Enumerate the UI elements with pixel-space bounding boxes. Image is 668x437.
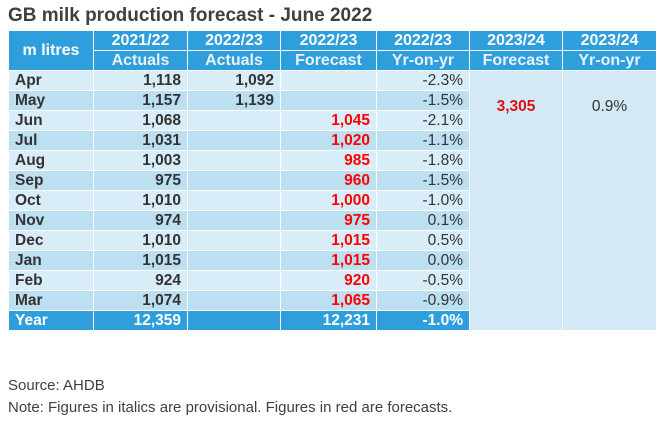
month-cell: Jan <box>8 250 94 271</box>
yoy-2022-23-cell: -0.5% <box>376 270 470 291</box>
corner-label: m litres <box>8 30 94 71</box>
actuals-2022-23-cell <box>187 290 281 311</box>
actuals-2021-22-cell: 924 <box>93 270 188 291</box>
yoy-2022-23-cell: 0.5% <box>376 230 470 251</box>
actuals-2022-23-cell: 1,092 <box>187 70 281 91</box>
actuals-2021-22-cell: 975 <box>93 170 188 191</box>
forecast-2022-23-cell: 960 <box>280 170 377 191</box>
header-type: Actuals <box>187 50 281 71</box>
table-row: Sep 975 960 -1.5% <box>8 170 657 191</box>
forecast-2023-24-cell: 3,305 <box>469 70 563 331</box>
actuals-2022-23-cell <box>187 170 281 191</box>
actuals-2021-22-cell: 1,068 <box>93 110 188 131</box>
table-row: Jan 1,015 1,015 0.0% <box>8 250 657 271</box>
forecast-2022-23-cell <box>280 90 377 111</box>
table-row: Jul 1,031 1,020 -1.1% <box>8 130 657 151</box>
header-year: 2023/24 <box>562 30 657 51</box>
month-cell: Oct <box>8 190 94 211</box>
month-cell: Aug <box>8 150 94 171</box>
actuals-2022-23-cell <box>187 130 281 151</box>
milk-forecast-table: m litres 2021/22 2022/23 2022/23 2022/23… <box>8 30 657 331</box>
forecast-2022-23-cell: 985 <box>280 150 377 171</box>
actuals-2022-23-cell <box>187 230 281 251</box>
header-type: Forecast <box>469 50 563 71</box>
yoy-2022-23-cell: -1.8% <box>376 150 470 171</box>
actuals-2021-22-cell: 1,010 <box>93 230 188 251</box>
yoy-2022-23-cell: -2.3% <box>376 70 470 91</box>
table-row: Apr 1,118 1,092 -2.3% 3,305 0.9% <box>8 70 657 331</box>
actuals-2021-22-cell: 1,074 <box>93 290 188 311</box>
yoy-2023-24-cell: 0.9% <box>562 70 657 331</box>
actuals-2021-22-cell: 1,003 <box>93 150 188 171</box>
month-cell: Jun <box>8 110 94 131</box>
actuals-2022-23-cell: 1,139 <box>187 90 281 111</box>
yoy-2022-23-cell: -1.1% <box>376 130 470 151</box>
year-total-row: Year 12,359 12,231 -1.0% <box>8 310 657 331</box>
yoy-2022-23-cell: -1.5% <box>376 170 470 191</box>
actuals-2021-22-cell: 1,157 <box>93 90 188 111</box>
forecast-2022-23-cell: 1,015 <box>280 230 377 251</box>
month-cell: Jul <box>8 130 94 151</box>
month-cell: Feb <box>8 270 94 291</box>
actuals-2022-23-cell <box>187 250 281 271</box>
yoy-2022-23-cell: -1.5% <box>376 90 470 111</box>
yoy-2022-23-cell: 0.1% <box>376 210 470 231</box>
footnote: Note: Figures in italics are provisional… <box>8 399 453 416</box>
table-row: Oct 1,010 1,000 -1.0% <box>8 190 657 211</box>
month-cell: Sep <box>8 170 94 191</box>
forecast-2022-23-cell: 1,065 <box>280 290 377 311</box>
forecast-2022-23-cell <box>280 70 377 91</box>
page-title: GB milk production forecast - June 2022 <box>8 5 373 26</box>
forecast-2022-23-cell: 1,000 <box>280 190 377 211</box>
header-type: Actuals <box>93 50 188 71</box>
actuals-2022-23-cell <box>187 210 281 231</box>
year-actuals-2021-22-cell: 12,359 <box>93 310 188 331</box>
yoy-2022-23-cell: -2.1% <box>376 110 470 131</box>
month-cell: Apr <box>8 70 94 91</box>
header-year: 2021/22 <box>93 30 188 51</box>
actuals-2022-23-cell <box>187 270 281 291</box>
header-year: 2022/23 <box>376 30 470 51</box>
forecast-2022-23-cell: 975 <box>280 210 377 231</box>
actuals-2021-22-cell: 1,031 <box>93 130 188 151</box>
month-cell: Nov <box>8 210 94 231</box>
header-year: 2023/24 <box>469 30 563 51</box>
actuals-2022-23-cell <box>187 110 281 131</box>
year-label-cell: Year <box>8 310 94 331</box>
month-cell: Dec <box>8 230 94 251</box>
table-row: Aug 1,003 985 -1.8% <box>8 150 657 171</box>
table-row: Dec 1,010 1,015 0.5% <box>8 230 657 251</box>
yoy-2022-23-cell: 0.0% <box>376 250 470 271</box>
header-type: Forecast <box>280 50 377 71</box>
actuals-2021-22-cell: 1,010 <box>93 190 188 211</box>
actuals-2022-23-cell <box>187 150 281 171</box>
source-note: Source: AHDB <box>8 377 105 394</box>
yoy-2022-23-cell: -1.0% <box>376 190 470 211</box>
table-row: May 1,157 1,139 -1.5% <box>8 90 657 111</box>
year-yoy-2022-23-cell: -1.0% <box>376 310 470 331</box>
forecast-2022-23-cell: 920 <box>280 270 377 291</box>
forecast-2022-23-cell: 1,020 <box>280 130 377 151</box>
header-type: Yr-on-yr <box>376 50 470 71</box>
year-forecast-2022-23-cell: 12,231 <box>280 310 377 331</box>
header-row-types: Actuals Actuals Forecast Yr-on-yr Foreca… <box>9 50 657 71</box>
year-actuals-2022-23-cell <box>187 310 281 331</box>
month-cell: May <box>8 90 94 111</box>
table-row: Nov 974 975 0.1% <box>8 210 657 231</box>
actuals-2021-22-cell: 1,118 <box>93 70 188 91</box>
header-row-years: m litres 2021/22 2022/23 2022/23 2022/23… <box>8 30 657 71</box>
header-year: 2022/23 <box>280 30 377 51</box>
actuals-2021-22-cell: 1,015 <box>93 250 188 271</box>
forecast-2022-23-cell: 1,045 <box>280 110 377 131</box>
header-type: Yr-on-yr <box>562 50 657 71</box>
month-cell: Mar <box>8 290 94 311</box>
actuals-2021-22-cell: 974 <box>93 210 188 231</box>
actuals-2022-23-cell <box>187 190 281 211</box>
header-year: 2022/23 <box>187 30 281 51</box>
forecast-2022-23-cell: 1,015 <box>280 250 377 271</box>
table-row: Mar 1,074 1,065 -0.9% <box>8 290 657 311</box>
yoy-2022-23-cell: -0.9% <box>376 290 470 311</box>
